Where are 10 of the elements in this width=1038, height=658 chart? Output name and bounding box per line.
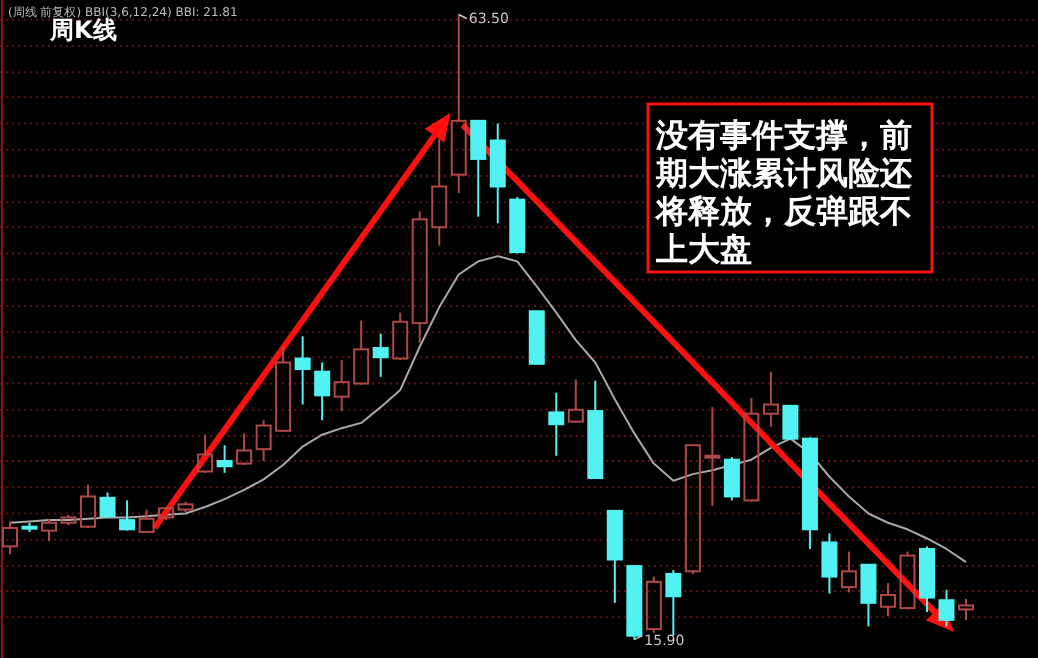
annotation: 没有事件支撑，前期大涨累计风险还将释放，反弹跟不上大盘	[654, 116, 914, 268]
candlestick	[314, 361, 331, 422]
candlestick	[372, 332, 389, 378]
candlestick	[450, 13, 467, 195]
candlestick	[489, 122, 506, 225]
text: 周K线	[48, 16, 117, 44]
candlestick	[548, 391, 565, 457]
candlestick	[294, 335, 311, 406]
candlestick	[216, 444, 233, 474]
candlestick	[762, 370, 779, 428]
